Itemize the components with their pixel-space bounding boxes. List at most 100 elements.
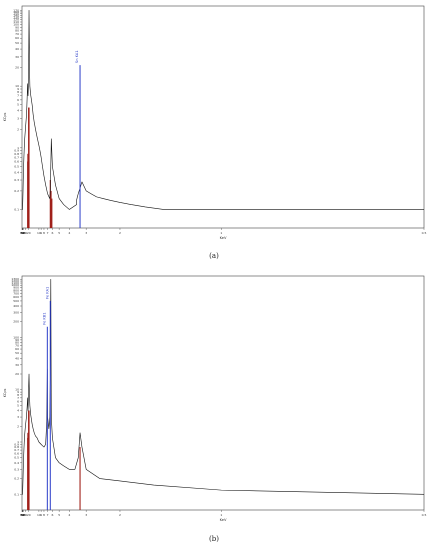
y-tick-label: 140 [13, 14, 19, 18]
y-tick-label: 7 [17, 94, 19, 98]
y-tick-label: 1100 [11, 281, 19, 285]
spectrum-chart-a: 0.10.20.30.40.50.60.70.80.91234567891020… [3, 5, 427, 240]
x-tick-label: 4 [68, 231, 70, 235]
panel-a: 0.1 0.2 0.3 0.4 0.5 0.6 0.7 0.8 0.9 1 2 3 4 5 6 7 8 9 10 20… [0, 0, 428, 244]
x-tick-label: 52 [21, 513, 25, 517]
x-tick-label: 6 [51, 513, 53, 517]
plot-frame [21, 5, 425, 229]
x-tick-label: 50 [21, 513, 25, 517]
y-tick-label: 70 [15, 344, 19, 348]
y-tick-label: 800 [13, 288, 19, 292]
x-tick-label: 3 [85, 513, 87, 517]
y-tick-label: 8 [17, 90, 19, 94]
y-tick-label: 8 [17, 393, 19, 397]
y-tick-label: 1200 [11, 279, 19, 283]
y-tick-label: 6 [17, 98, 19, 102]
y-tick-label: 300 [13, 311, 19, 315]
y-tick-label: 0.9 [14, 149, 19, 153]
y-tick-label: 0.2 [14, 477, 19, 481]
x-tick-label: 10 [37, 513, 41, 517]
x-tick-label: 30 [23, 231, 27, 235]
x-tick-label: 9 [40, 231, 42, 235]
y-tick-label: 80 [15, 341, 19, 345]
y-tick-label: 7 [17, 396, 19, 400]
y-tick-label: 0.1 [14, 207, 19, 211]
y-tick-label: 0.8 [14, 152, 19, 156]
y-tick-label: 6 [17, 399, 19, 403]
y-tick-label: 150 [13, 12, 19, 16]
y-tick-label: 90 [15, 25, 19, 29]
y-tick-label: 0.7 [14, 155, 19, 159]
x-tick-label: 0.5 [422, 513, 427, 517]
y-tick-label: 4 [17, 409, 19, 413]
x-tick-label: 5 [58, 513, 60, 517]
x-tick-label: 3 [85, 231, 87, 235]
x-tick-label: 2 [119, 231, 121, 235]
y-tick-label: 1 [17, 440, 19, 444]
x-tick-label: 56 [20, 231, 24, 235]
y-tick-label: 3 [17, 116, 19, 120]
spectrum-line [21, 278, 425, 495]
y-tick-label: 0.9 [14, 442, 19, 446]
y-tick-label: 40 [15, 356, 19, 360]
y-tick-label: 50 [15, 41, 19, 45]
x-tick-label: 10 [37, 231, 41, 235]
x-tick-label: 56 [20, 513, 24, 517]
y-tick-label: 0.1 [14, 492, 19, 496]
y-tick-label: 0.2 [14, 189, 19, 193]
y-tick-label: 1300 [11, 277, 19, 281]
x-tick-label: 54 [20, 513, 24, 517]
y-tick-label: 9 [17, 87, 19, 91]
y-axis-label: KCps [3, 112, 7, 121]
y-tick-label: 9 [17, 390, 19, 394]
y-tick-label: 110 [13, 20, 19, 24]
y-tick-label: 1000 [11, 283, 19, 287]
y-tick-label: 20 [15, 372, 19, 376]
y-tick-label: 0.5 [14, 456, 19, 460]
y-tick-label: 0.6 [14, 452, 19, 456]
caption-a: (a) [209, 252, 219, 260]
y-tick-label: 30 [15, 55, 19, 59]
x-tick-label: 7 [47, 231, 49, 235]
spectrum-chart-b: 0.10.20.30.40.50.60.70.80.91234567891020… [3, 275, 427, 522]
y-tick-label: 0.4 [14, 461, 19, 465]
x-tick-label: 7 [47, 513, 49, 517]
y-tick-label: 100 [13, 335, 19, 339]
x-tick-label: 2 [119, 513, 121, 517]
y-tick-label: 10 [15, 388, 19, 392]
y-tick-label: 5 [17, 103, 19, 107]
y-tick-label: 40 [15, 47, 19, 51]
y-tick-label: 200 [13, 320, 19, 324]
x-tick-label: 8 [43, 231, 45, 235]
x-tick-label: 40 [22, 513, 26, 517]
x-tick-label: 6 [51, 231, 53, 235]
y-tick-label: 1 [17, 146, 19, 150]
y-tick-label: 130 [13, 16, 19, 20]
y-tick-label: 10 [15, 84, 19, 88]
peak-label: Sn KA1 [75, 50, 79, 63]
x-tick-label: 52 [21, 231, 25, 235]
y-tick-label: 120 [13, 18, 19, 22]
x-tick-label: 1 [220, 231, 222, 235]
y-tick-label: 0.7 [14, 448, 19, 452]
y-tick-label: 0.4 [14, 170, 19, 174]
x-tick-label: 20 [27, 513, 31, 517]
y-tick-label: 80 [15, 29, 19, 33]
y-tick-label: 900 [13, 286, 19, 290]
y-tick-label: 500 [13, 299, 19, 303]
x-tick-label: 60 [20, 231, 24, 235]
x-tick-label: 20 [27, 231, 31, 235]
x-axis-label: KeV [220, 518, 227, 522]
peak-label: Fe KA1 [45, 287, 49, 299]
caption-b: (b) [209, 535, 219, 543]
y-tick-label: 600 [13, 295, 19, 299]
y-tick-label: 0.3 [14, 178, 19, 182]
y-tick-label: 0.3 [14, 467, 19, 471]
y-tick-label: 20 [15, 66, 19, 70]
y-tick-label: 3 [17, 415, 19, 419]
y-tick-label: 160 [13, 10, 19, 14]
x-tick-label: 30 [23, 513, 27, 517]
y-tick-label: 5 [17, 403, 19, 407]
y-tick-label: 0.8 [14, 445, 19, 449]
x-tick-label: 0.5 [422, 231, 427, 235]
